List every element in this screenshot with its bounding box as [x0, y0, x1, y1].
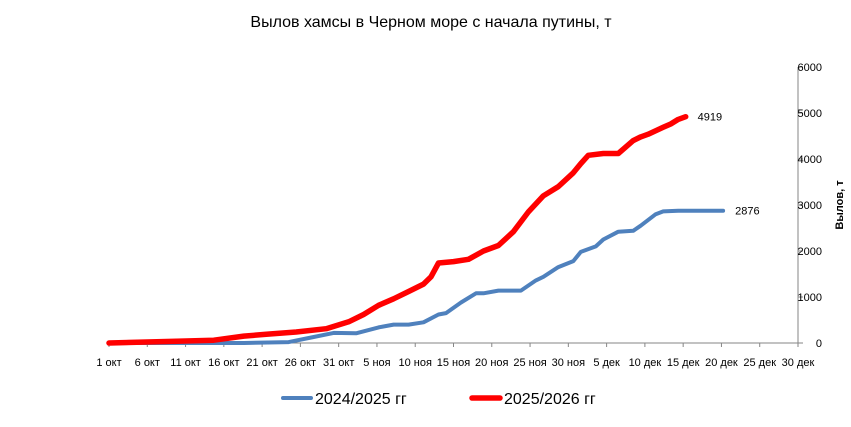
x-tick-label: 16 окт	[208, 357, 239, 369]
chart-title: Вылов хамсы в Черном море с начала путин…	[250, 14, 612, 31]
x-tick-label: 6 окт	[135, 357, 160, 369]
y-axis-label: Вылов, т	[834, 180, 846, 230]
legend-label-1: 2024/2025 гг	[315, 391, 407, 408]
series-layer: 2876 4919	[106, 112, 760, 346]
x-tick-label: 30 дек	[782, 357, 815, 369]
x-tick-label: 15 ноя	[437, 357, 470, 369]
legend: 2024/2025 гг 2025/2026 гг	[281, 391, 596, 408]
y-tick-label: 6000	[798, 62, 822, 74]
y-tick-label: 5000	[798, 108, 822, 120]
series-line-1	[107, 208, 726, 345]
series-end-label-1: 2876	[735, 206, 759, 218]
x-tick-label: 21 окт	[246, 357, 277, 369]
x-tick-label: 5 ноя	[363, 357, 390, 369]
x-tick-label: 25 дек	[743, 357, 776, 369]
x-tick-label: 26 окт	[285, 357, 316, 369]
legend-label-2: 2025/2026 гг	[504, 391, 596, 408]
y-tick-label: 1000	[798, 292, 822, 304]
x-tick-label: 30 ноя	[552, 357, 585, 369]
axes: 0 1000 2000 3000 4000 5000 6000 1 окт 6 окт 11 ок…	[96, 62, 822, 369]
x-tick-label: 31 окт	[323, 357, 354, 369]
x-tick-label: 10 дек	[629, 357, 662, 369]
x-tick-label: 10 ноя	[398, 357, 431, 369]
x-tick-label: 5 дек	[593, 357, 620, 369]
y-tick-label: 2000	[798, 246, 822, 258]
x-tick-label: 20 дек	[705, 357, 738, 369]
y-tick-label: 4000	[798, 154, 822, 166]
x-tick-label: 20 ноя	[475, 357, 508, 369]
y-tick-label: 0	[816, 338, 822, 350]
x-tick-label: 11 окт	[170, 357, 201, 369]
series-line-2	[106, 113, 689, 346]
x-tick-label: 1 окт	[96, 357, 121, 369]
y-tick-label: 3000	[798, 200, 822, 212]
series-end-label-2: 4919	[698, 112, 722, 124]
x-tick-label: 25 ноя	[513, 357, 546, 369]
x-tick-label: 15 дек	[667, 357, 700, 369]
